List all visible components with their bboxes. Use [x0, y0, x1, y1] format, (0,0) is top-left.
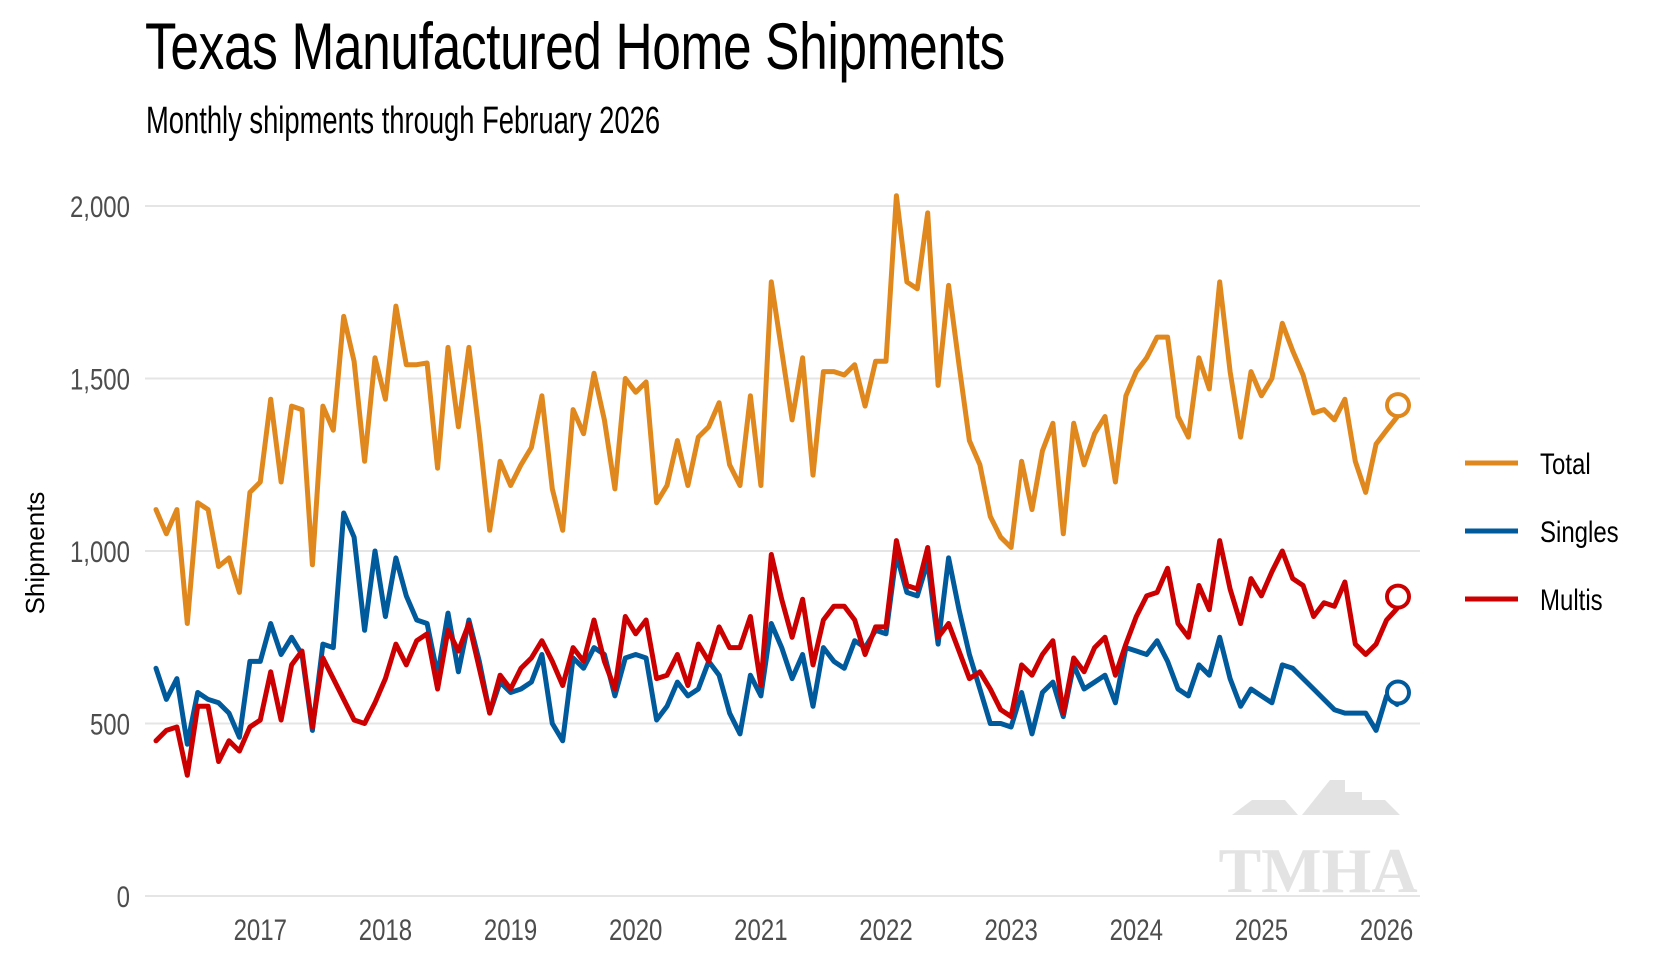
- end-marker-total: [1385, 392, 1411, 419]
- x-tick-label: 2020: [609, 912, 662, 946]
- x-tick-label: 2021: [734, 912, 787, 946]
- x-tick-label: 2024: [1110, 912, 1163, 946]
- x-tick-label: 2017: [234, 912, 287, 946]
- series-line-singles: [153, 510, 1400, 747]
- y-axis-label: Shipments: [20, 492, 50, 615]
- legend-label-singles: Singles: [1540, 514, 1619, 548]
- y-tick-label: 1,500: [70, 362, 130, 396]
- x-tick-label: 2026: [1360, 912, 1413, 946]
- x-tick-label: 2022: [859, 912, 912, 946]
- y-axis-ticks: 0 500 1,000 1,500 2,000: [70, 189, 130, 913]
- y-tick-label: 2,000: [70, 189, 130, 223]
- end-marker-singles: [1385, 679, 1411, 706]
- legend-label-multis: Multis: [1540, 582, 1603, 616]
- x-tick-label: 2018: [359, 912, 412, 946]
- series-lines: [153, 193, 1411, 778]
- legend: Total Singles Multis: [1465, 446, 1619, 617]
- y-tick-label: 1,000: [70, 534, 130, 568]
- y-tick-label: 500: [90, 707, 130, 741]
- y-tick-label: 0: [117, 879, 130, 913]
- x-tick-label: 2023: [984, 912, 1037, 946]
- tmha-watermark-logo: TMHA: [1218, 780, 1418, 906]
- x-tick-label: 2025: [1235, 912, 1288, 946]
- series-line-total: [153, 193, 1400, 626]
- chart-title: Texas Manufactured Home Shipments: [145, 9, 1005, 83]
- series-line-multis: [153, 538, 1400, 778]
- gridlines: [145, 205, 1420, 897]
- watermark-text: TMHA: [1218, 835, 1417, 906]
- x-axis-ticks: 2017 2018 2019 2020 2021 2022 2023 2024 2025 2026: [234, 912, 1414, 946]
- legend-label-total: Total: [1540, 446, 1591, 480]
- x-tick-label: 2019: [484, 912, 537, 946]
- end-marker-multis: [1385, 583, 1411, 610]
- chart-subtitle: Monthly shipments through February 2026: [146, 100, 661, 142]
